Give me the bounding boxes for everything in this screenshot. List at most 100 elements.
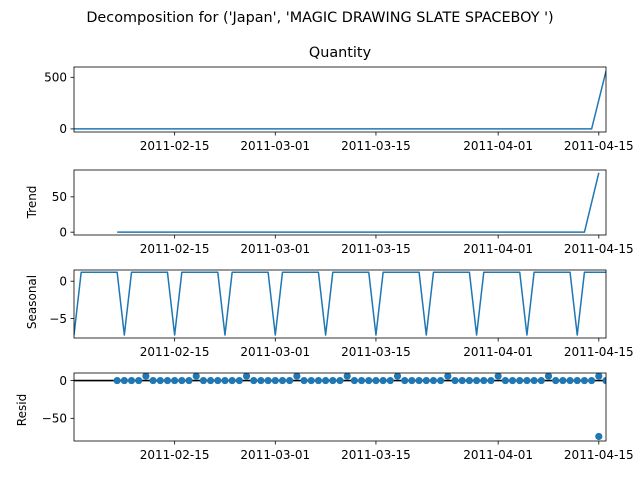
panel3-resid-point xyxy=(401,376,409,385)
panel3-resid-point xyxy=(472,376,481,385)
panel3-resid-point xyxy=(437,376,445,385)
panel3-resid-point xyxy=(357,376,366,385)
panel1-xtick-label: 2011-04-15 xyxy=(564,242,634,256)
panel3-resid-point xyxy=(214,376,222,385)
panel3-resid-point xyxy=(185,376,193,385)
panel0-data xyxy=(74,70,606,130)
panel2-axes-frame xyxy=(73,269,607,339)
panel3-resid-point xyxy=(135,376,143,385)
seasonal-ylabel: Seasonal xyxy=(25,275,39,329)
panel3-resid-point xyxy=(278,376,287,385)
panel3-ytick-label: −50 xyxy=(42,412,67,426)
panel2-xtick-label: 2011-04-01 xyxy=(463,345,533,359)
panel3-resid-point xyxy=(566,376,574,385)
resid-plot: 2011-02-15 2011-03-01 2011-03-15 2011-04-01… xyxy=(42,372,634,462)
panel3-resid-point xyxy=(343,373,351,380)
panel0-xtick-label: 2011-02-15 xyxy=(140,139,210,153)
panel3-resid-point xyxy=(199,376,208,385)
panel3-resid-point xyxy=(494,373,502,380)
panel3-resid-point xyxy=(329,376,337,385)
panel3-resid-point xyxy=(113,376,121,385)
panel1-data xyxy=(117,172,600,233)
panel3-resid-point xyxy=(408,376,416,385)
panel3-resid-point xyxy=(365,376,373,385)
panel1-xtick-label: 2011-03-15 xyxy=(341,242,411,256)
panel3-resid-point xyxy=(429,376,438,385)
panel3-resid-point xyxy=(559,376,567,385)
panel1-ytick-label: 50 xyxy=(52,190,67,204)
panel3-resid-point xyxy=(544,373,553,380)
panel3-resid-point xyxy=(480,376,488,385)
panel3-resid-point xyxy=(235,376,243,385)
trend-panel: Trend 2011-02-15 2011-03-01 2011-03-15 2011… xyxy=(25,169,634,256)
panel3-resid-point xyxy=(293,373,301,380)
panel3-resid-point xyxy=(451,376,459,385)
panel3-xtick-label: 2011-02-15 xyxy=(140,448,210,462)
panel3-resid-point xyxy=(192,373,200,380)
panel1-xtick-label: 2011-03-01 xyxy=(240,242,310,256)
panel3-resid-point xyxy=(322,376,330,385)
panel3-resid-point xyxy=(271,376,279,385)
panel3-resid-point xyxy=(257,376,265,385)
seasonal-panel: Seasonal 2011-02-15 2011-03-01 2011-03-15 2… xyxy=(25,269,634,359)
panel1-axes-frame xyxy=(73,169,607,236)
panel3-resid-point xyxy=(552,376,560,385)
figure-suptitle: Decomposition for ('Japan', 'MAGIC DRAWI… xyxy=(86,10,553,26)
panel0-xtick-label: 2011-03-15 xyxy=(341,139,411,153)
panel3-resid-point xyxy=(336,376,344,385)
panel3-resid-point xyxy=(458,376,466,385)
resid-ylabel: Resid xyxy=(15,394,29,426)
panel2-xtick-label: 2011-04-15 xyxy=(564,345,634,359)
panel3-resid-point xyxy=(516,376,524,385)
panel3-resid-point xyxy=(264,376,272,385)
panel3-axes-frame xyxy=(73,372,607,442)
panel3-resid-point xyxy=(250,376,258,385)
panel3-resid-point xyxy=(530,376,538,385)
panel3-resid-point xyxy=(523,376,531,385)
panel3-resid-point xyxy=(206,376,215,385)
panel1-ytick-label: 0 xyxy=(59,225,67,239)
quantity-panel-title: Quantity xyxy=(309,45,372,61)
panel3-xtick-label: 2011-03-01 xyxy=(240,448,310,462)
panel1-xtick-label: 2011-04-01 xyxy=(463,242,533,256)
panel3-resid-point xyxy=(501,376,509,385)
trend-plot: 2011-02-15 2011-03-01 2011-03-15 2011-04-01… xyxy=(52,169,634,256)
panel3-resid-point xyxy=(487,376,495,385)
panel2-xtick-label: 2011-03-15 xyxy=(341,345,411,359)
panel0-ytick-label: 0 xyxy=(59,122,67,136)
panel0-series-line xyxy=(74,70,606,130)
panel2-ytick-label: −5 xyxy=(49,312,67,326)
panel3-resid-point xyxy=(537,376,545,385)
panel0-ytick-label: 500 xyxy=(44,71,67,85)
panel3-xtick-label: 2011-04-15 xyxy=(564,448,634,462)
panel3-resid-point xyxy=(580,376,589,385)
panel3-resid-point xyxy=(307,376,315,385)
panel2-xtick-label: 2011-02-15 xyxy=(140,345,210,359)
panel3-resid-point xyxy=(465,376,474,385)
panel0-xtick-label: 2011-04-01 xyxy=(463,139,533,153)
panel3-resid-point xyxy=(221,376,229,385)
trend-ylabel: Trend xyxy=(25,186,39,220)
panel3-resid-point xyxy=(508,376,517,385)
panel3-resid-point xyxy=(178,376,186,385)
panel3-resid-point xyxy=(386,376,394,385)
panel3-resid-point xyxy=(120,376,128,385)
panel2-series-line xyxy=(74,271,606,336)
panel3-resid-point xyxy=(300,376,308,385)
panel3-resid-point xyxy=(415,376,423,385)
panel3-resid-point xyxy=(149,376,157,385)
quantity-panel: Quantity 2011-02-15 2011-03-01 2011-03-15 2… xyxy=(44,45,634,153)
panel3-resid-point xyxy=(602,376,606,385)
panel3-resid-point xyxy=(422,376,430,385)
resid-panel: Resid 2011-02-15 2011-03-01 2011-03-15 2011… xyxy=(15,372,634,462)
panel3-resid-point xyxy=(142,373,150,380)
panel0-xtick-label: 2011-03-01 xyxy=(240,139,310,153)
panel3-resid-point xyxy=(228,376,236,385)
panel3-resid-point xyxy=(372,376,380,385)
panel3-resid-point xyxy=(127,376,136,385)
panel3-resid-point xyxy=(595,432,603,441)
panel3-xtick-label: 2011-03-15 xyxy=(341,448,411,462)
panel3-resid-point xyxy=(350,376,358,385)
